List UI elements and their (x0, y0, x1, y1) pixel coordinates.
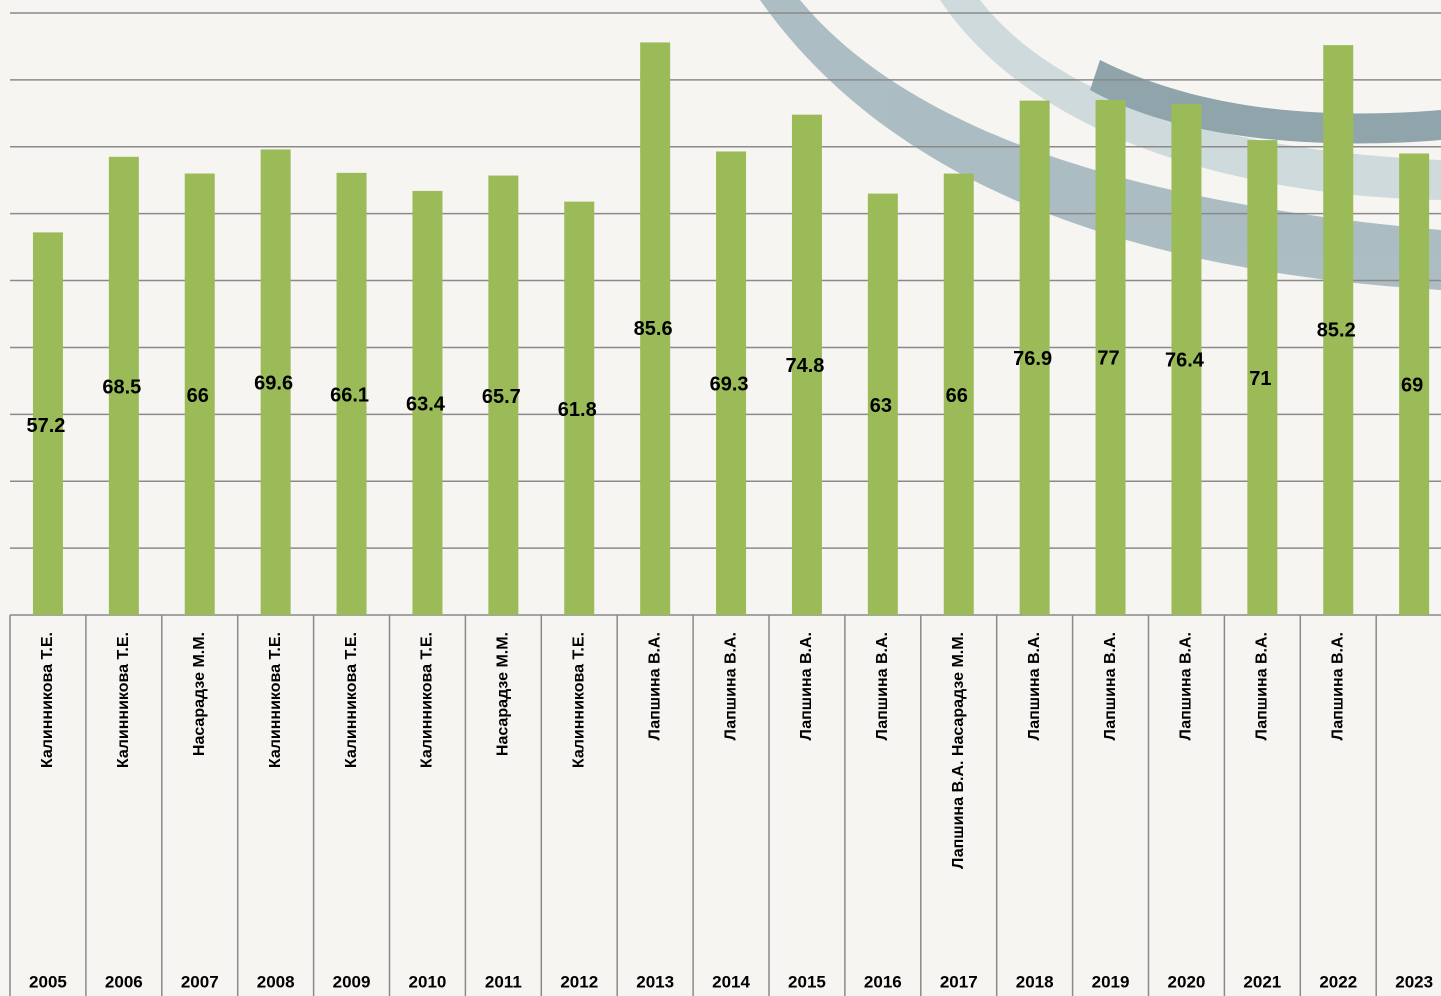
x-tick-label: 2016 (864, 972, 902, 991)
bar (1323, 45, 1354, 615)
x-tick-label: 2009 (333, 972, 371, 991)
x-tick-label: 2005 (29, 972, 67, 991)
x-tick-label: 2006 (105, 972, 143, 991)
x-tick-label: 2021 (1243, 972, 1281, 991)
bar (108, 156, 139, 616)
name-label: Лапшина В.А. (874, 632, 891, 740)
bar (488, 175, 519, 616)
data-label: 76.9 (1013, 348, 1052, 370)
bar (1171, 103, 1202, 616)
bar (640, 42, 671, 616)
bar (716, 151, 747, 615)
bar (336, 172, 367, 615)
name-label: Насарадзе М.М. (191, 632, 208, 756)
data-label: 74.8 (785, 355, 824, 377)
bar (184, 173, 215, 616)
name-label: Лапшина В.А. (1329, 632, 1346, 740)
name-label: Калинникова Т.Е. (343, 632, 360, 768)
data-label: 69 (1401, 375, 1423, 397)
bar (943, 173, 974, 616)
bar (32, 232, 63, 615)
name-label: Насарадзе М.М. (495, 632, 512, 756)
x-tick-label: 2023 (1395, 972, 1433, 991)
data-label: 69.6 (254, 373, 293, 395)
bar (564, 201, 595, 616)
bar (412, 190, 443, 615)
bar (1399, 153, 1430, 615)
name-label: Калинникова Т.Е. (39, 632, 56, 768)
x-tick-label: 2015 (788, 972, 826, 991)
x-tick-label: 2014 (712, 972, 750, 991)
data-label: 69.3 (710, 374, 749, 396)
name-label: Калинникова Т.Е. (115, 632, 132, 768)
x-tick-label: 2007 (181, 972, 219, 991)
x-tick-label: 2008 (257, 972, 295, 991)
name-label: Лапшина В.А. (1178, 632, 1195, 740)
x-tick-label: 2011 (485, 972, 522, 991)
data-label: 85.6 (634, 318, 673, 340)
data-label: 61.8 (558, 399, 597, 421)
name-label: Калинникова Т.Е. (570, 632, 587, 768)
data-label: 76.4 (1165, 350, 1205, 372)
x-tick-label: 2019 (1092, 972, 1130, 991)
x-tick-label: 2013 (636, 972, 674, 991)
name-label: Калинникова Т.Е. (419, 632, 436, 768)
name-label: Калинникова Т.Е. (267, 632, 284, 768)
data-label: 77 (1097, 347, 1119, 369)
name-label: Лапшина В.А. (1026, 632, 1043, 740)
x-tick-label: 2017 (940, 972, 978, 991)
data-label: 63.4 (406, 394, 446, 416)
data-label: 85.2 (1317, 320, 1356, 342)
data-label: 66 (946, 385, 968, 407)
bar (791, 114, 822, 615)
bar (260, 149, 291, 615)
bar (1095, 99, 1126, 615)
name-label: Лапшина В.А. (1102, 632, 1119, 740)
x-tick-label: 2020 (1168, 972, 1206, 991)
data-label: 57.2 (26, 415, 65, 437)
name-label: Лапшина В.А. Насарадзе М.М. (950, 632, 967, 869)
data-label: 68.5 (102, 376, 141, 398)
bar (1019, 100, 1050, 615)
x-tick-label: 2022 (1319, 972, 1357, 991)
data-label: 66 (187, 385, 209, 407)
name-label: Лапшина В.А. (646, 632, 663, 740)
data-label: 63 (870, 395, 892, 417)
name-label: Лапшина В.А. (1254, 632, 1271, 740)
data-label: 65.7 (482, 386, 521, 408)
name-label: Лапшина В.А. (798, 632, 815, 740)
data-label: 71 (1249, 368, 1271, 390)
bar (1247, 140, 1278, 616)
x-tick-label: 2018 (1016, 972, 1054, 991)
x-tick-label: 2010 (409, 972, 447, 991)
bar (867, 193, 898, 615)
data-label: 66.1 (330, 385, 369, 407)
name-label: Лапшина В.А. (722, 632, 739, 740)
x-tick-label: 2012 (560, 972, 598, 991)
